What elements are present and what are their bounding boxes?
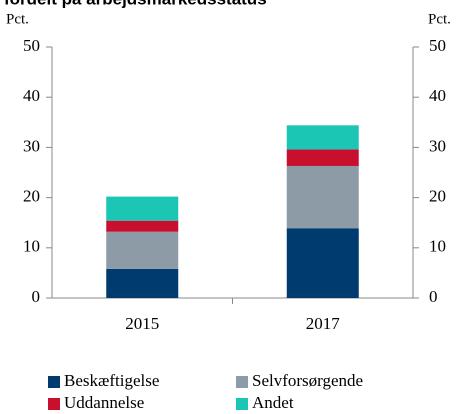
y2-tick-label: 20 bbox=[429, 187, 446, 206]
bar-segment bbox=[286, 149, 359, 166]
bar-segment bbox=[106, 196, 179, 221]
y-tick-label: 30 bbox=[23, 136, 40, 155]
legend-swatch bbox=[236, 376, 248, 388]
y-axis-label: Pct. bbox=[6, 11, 29, 27]
bar-segment bbox=[106, 220, 179, 232]
y-tick-label: 20 bbox=[23, 187, 40, 206]
bar-segment bbox=[106, 231, 179, 269]
y-tick-label: 10 bbox=[23, 237, 40, 256]
legend-label: Uddannelse bbox=[64, 393, 144, 412]
bar-segment bbox=[286, 228, 359, 298]
y2-tick-label: 10 bbox=[429, 237, 446, 256]
y2-tick-label: 50 bbox=[429, 36, 446, 55]
chart-title: fordelt på arbejdsmarkedsstatus bbox=[4, 0, 267, 8]
y-tick-label: 0 bbox=[32, 287, 41, 306]
legend-label: Beskæftigelse bbox=[64, 371, 159, 390]
y-tick-label: 40 bbox=[23, 86, 40, 105]
y2-tick-label: 0 bbox=[429, 287, 438, 306]
legend-swatch bbox=[236, 398, 248, 410]
y2-tick-label: 40 bbox=[429, 86, 446, 105]
legend-label: Andet bbox=[252, 393, 294, 412]
bar-segment bbox=[106, 268, 179, 298]
y2-tick-label: 30 bbox=[429, 136, 446, 155]
legend-label: Selvforsørgende bbox=[252, 371, 363, 390]
bar-segment bbox=[286, 165, 359, 229]
bar-segment bbox=[286, 125, 359, 150]
y-tick-label: 50 bbox=[23, 36, 40, 55]
x-tick-label: 2017 bbox=[306, 314, 341, 333]
legend-swatch bbox=[48, 376, 60, 388]
y2-axis-label: Pct. bbox=[428, 11, 451, 27]
legend-swatch bbox=[48, 398, 60, 410]
x-tick-label: 2015 bbox=[125, 314, 159, 333]
